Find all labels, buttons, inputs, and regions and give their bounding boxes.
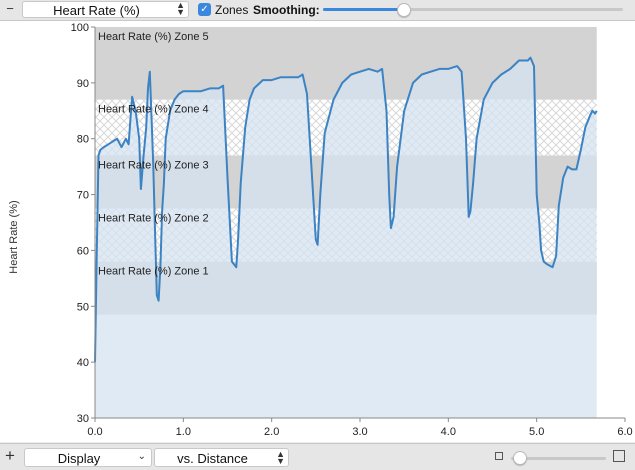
y-tick-label: 80	[77, 134, 89, 146]
series-line	[94, 56, 598, 363]
metric-select[interactable]: Heart Rate (%) ▲ ▼	[22, 1, 189, 18]
zones-label: Zones	[215, 3, 249, 17]
y-tick-label: 40	[77, 357, 89, 369]
chart-panel: Heart Rate (%) Zone 1 Heart Rate (%) Zone…	[0, 21, 635, 442]
updown-chevron-icon: ▲ ▼	[176, 0, 185, 17]
y-axis-label: Heart Rate (%)	[8, 200, 20, 274]
zoom-in-icon[interactable]	[613, 450, 625, 462]
x-tick-label: 4.0	[441, 426, 456, 438]
metric-select-value: Heart Rate (%)	[53, 3, 140, 18]
zones-checkbox[interactable]: ✓	[198, 3, 211, 16]
smoothing-slider-knob[interactable]	[397, 3, 411, 17]
smoothing-label: Smoothing:	[253, 3, 320, 17]
chevron-down-icon: ⌄	[137, 451, 146, 462]
zone-label-5: Heart Rate (%) Zone 5	[98, 31, 209, 43]
display-select[interactable]: Display ⌄	[24, 448, 152, 467]
x-tick-label: 5.0	[529, 426, 544, 438]
minus-icon: −	[6, 1, 14, 16]
zone-label-2: Heart Rate (%) Zone 2	[98, 213, 209, 225]
smoothing-slider-track[interactable]	[323, 8, 623, 11]
y-tick-label: 30	[77, 413, 89, 425]
zone-label-3: Heart Rate (%) Zone 3	[98, 159, 209, 171]
series-area-layer	[94, 56, 598, 418]
zone-label-4: Heart Rate (%) Zone 4	[98, 104, 209, 116]
y-tick-label: 90	[77, 78, 89, 90]
zoom-slider-knob[interactable]	[513, 451, 527, 465]
display-select-value: Display	[57, 451, 101, 466]
zone-label-1: Heart Rate (%) Zone 1	[98, 266, 209, 278]
bottom-toolbar: + Display ⌄ vs. Distance ▲ ▼	[0, 443, 635, 470]
top-toolbar: − Heart Rate (%) ▲ ▼ ✓ Zones Smoothing:	[0, 0, 635, 21]
zoom-out-icon[interactable]	[495, 452, 503, 460]
x-axis-select-value: vs. Distance	[177, 451, 248, 466]
checkmark-icon: ✓	[200, 4, 209, 15]
updown-chevron-icon: ▲ ▼	[276, 449, 285, 466]
zoom-slider-track[interactable]	[511, 457, 606, 460]
smoothing-slider-fill	[323, 8, 403, 11]
x-tick-label: 6.0	[617, 426, 632, 438]
series-area	[95, 57, 597, 418]
y-tick-label: 50	[77, 301, 89, 313]
y-tick-label: 100	[71, 22, 89, 34]
heart-rate-chart: Heart Rate (%) Zone 1 Heart Rate (%) Zone…	[71, 22, 633, 438]
x-axis-select[interactable]: vs. Distance ▲ ▼	[154, 448, 289, 467]
add-chart-button[interactable]: +	[5, 446, 15, 465]
zone-labels-layer: Heart Rate (%) Zone 1 Heart Rate (%) Zone…	[98, 31, 209, 278]
x-tick-label: 1.0	[176, 426, 191, 438]
x-tick-label: 3.0	[352, 426, 367, 438]
axes-layer: 30 40 50 60 70 80 90 100 0.0 1.0 2.0 3.0 4.0 5.0 6.0	[71, 22, 633, 438]
x-tick-label: 0.0	[87, 426, 102, 438]
x-tick-label: 2.0	[264, 426, 279, 438]
remove-chart-button[interactable]: −	[2, 2, 18, 17]
y-tick-label: 70	[77, 190, 89, 202]
y-tick-label: 60	[77, 245, 89, 257]
